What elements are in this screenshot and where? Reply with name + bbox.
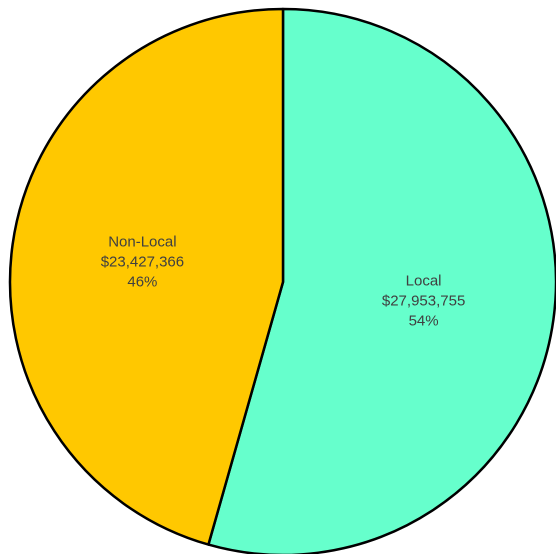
slice-label-local-name: Local	[406, 273, 442, 290]
slice-label-local-percent: 54%	[409, 313, 439, 330]
pie-slices	[8, 7, 556, 554]
pie-labels: Local $27,953,755 54% Non-Local $23,427,366 4…	[101, 233, 466, 329]
slice-label-local-value: $27,953,755	[382, 293, 465, 310]
slice-label-non-local-percent: 46%	[127, 273, 157, 290]
slice-label-non-local-name: Non-Local	[108, 233, 176, 250]
slice-label-non-local-value: $23,427,366	[101, 253, 184, 270]
pie-slice-non-local	[8, 7, 285, 546]
pie-slice-local	[207, 7, 556, 554]
